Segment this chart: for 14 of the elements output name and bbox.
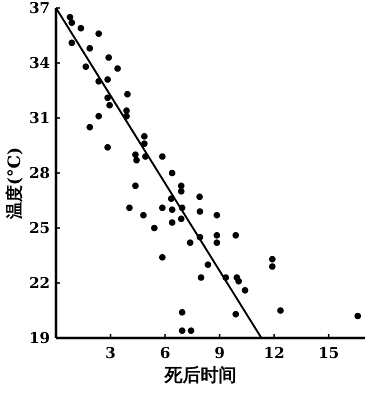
y-tick-label: 31 [29,109,50,127]
y-tick-label: 37 [29,0,50,17]
x-tick-label: 15 [318,344,340,362]
x-tick-label: 3 [105,344,116,362]
x-tick-label: 6 [160,344,170,362]
x-tick-label: 9 [214,344,225,362]
y-tick-label: 34 [29,54,50,72]
y-tick-label: 19 [29,329,50,347]
x-tick-label: 12 [264,344,285,362]
y-tick-label: 28 [29,164,50,182]
y-tick-label: 22 [29,274,50,292]
y-tick-label: 25 [29,219,50,237]
x-axis-title: 死后时间 [164,365,236,386]
y-axis-title: 温度(°C) [5,146,25,220]
